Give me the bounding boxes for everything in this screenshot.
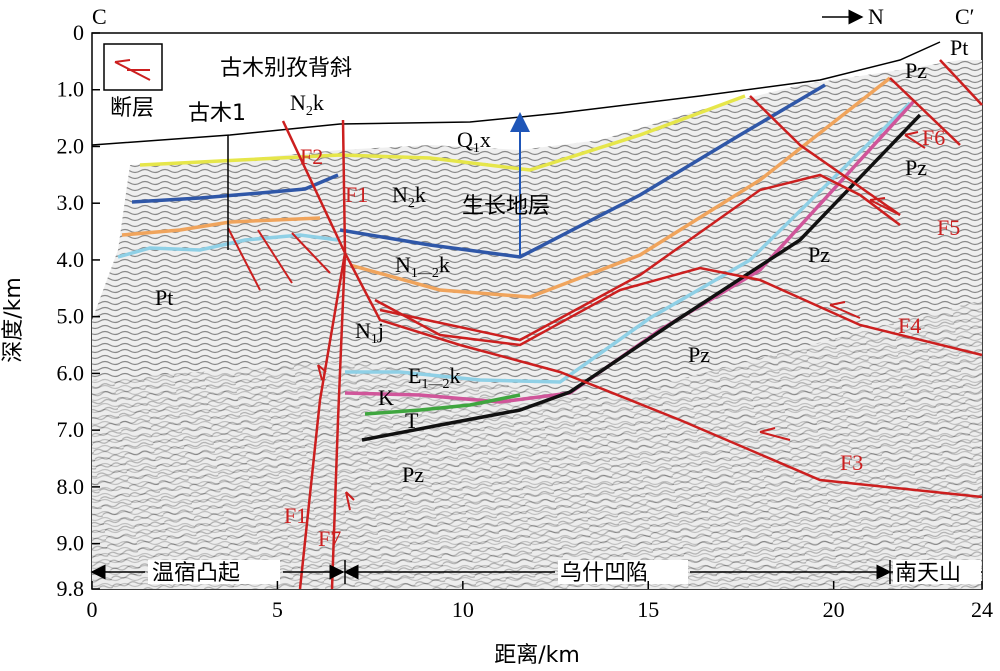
y-tick-label: 5.0 bbox=[57, 304, 85, 329]
seismic-deep-texture bbox=[92, 300, 982, 589]
fault-f4 bbox=[374, 266, 983, 357]
horizon-n1j-base bbox=[345, 101, 912, 384]
y-tick-label: 3.0 bbox=[57, 190, 85, 215]
stratum-n2k: N2k bbox=[392, 182, 426, 211]
stratum-n12k: N1—2k bbox=[395, 252, 450, 281]
legend-fault-label: 断层 bbox=[110, 96, 154, 121]
fault-f5 bbox=[749, 95, 901, 217]
section-start-label: C bbox=[92, 4, 107, 29]
y-tick-label: 2.0 bbox=[57, 133, 85, 158]
fault-f1-deep bbox=[298, 119, 347, 590]
topography-line bbox=[91, 41, 941, 146]
fault-f4-anticline bbox=[379, 173, 901, 342]
fault-motion-arrows bbox=[317, 131, 926, 511]
horizon-k-base bbox=[364, 393, 521, 416]
fault-f7 bbox=[330, 252, 347, 590]
y-tick-label: 8.0 bbox=[57, 474, 85, 499]
region-label-middle: 乌什凹陷 bbox=[560, 561, 648, 586]
stratum-n1j: N1j bbox=[355, 318, 384, 347]
stratum-pz-bottom: Pz bbox=[402, 462, 424, 487]
x-axis-title: 距离/km bbox=[494, 643, 580, 668]
fault-label-f3: F3 bbox=[840, 450, 863, 475]
north-label: N bbox=[868, 4, 884, 29]
stratum-k: K bbox=[378, 385, 394, 410]
y-tick-label: 6.0 bbox=[57, 360, 85, 385]
anticline-label: 古木别孜背斜 bbox=[220, 56, 352, 81]
fault-right-edge bbox=[939, 59, 983, 106]
fault-label-f5: F5 bbox=[937, 215, 960, 240]
horizon-n2k-base-left bbox=[131, 173, 339, 204]
x-axis-ticks: 0 5 10 15 20 24 bbox=[87, 581, 993, 622]
horizon-q1x-base bbox=[139, 94, 746, 172]
y-tick-label: 1.0 bbox=[57, 77, 85, 102]
fault-label-f1-top: F1 bbox=[345, 182, 368, 207]
fault-legend bbox=[103, 43, 163, 91]
stratum-e12k: E1—2k bbox=[408, 363, 460, 392]
well-label: 古木1 bbox=[188, 101, 246, 126]
x-tick-label: 24 bbox=[971, 597, 993, 622]
stratum-pz-right2: Pz bbox=[905, 155, 927, 180]
region-label-right: 南天山 bbox=[895, 561, 961, 586]
fault-label-f4: F4 bbox=[898, 313, 921, 338]
growth-strata-label: 生长地层 bbox=[462, 194, 550, 219]
stratum-q1x: Q1x bbox=[457, 127, 491, 156]
fault-f3 bbox=[343, 252, 983, 499]
x-tick-label: 15 bbox=[637, 597, 659, 622]
x-tick-label: 0 bbox=[87, 597, 98, 622]
x-tick-label: 10 bbox=[452, 597, 474, 622]
section-end-label: C′ bbox=[955, 4, 975, 29]
minor-fault-3 bbox=[291, 232, 331, 274]
stratum-pt-right: Pt bbox=[950, 35, 968, 60]
y-tick-label: 4.0 bbox=[57, 247, 85, 272]
x-tick-label: 5 bbox=[272, 597, 283, 622]
stratum-pz-right1: Pz bbox=[905, 58, 927, 83]
y-tick-label: 0 bbox=[73, 20, 84, 45]
minor-fault-1 bbox=[227, 227, 261, 291]
fault-f1 bbox=[281, 120, 347, 254]
fault-label-f6: F6 bbox=[922, 125, 945, 150]
stratum-pz-mid: Pz bbox=[808, 242, 830, 267]
y-axis-ticks: 0 1.0 2.0 3.0 4.0 5.0 6.0 7.0 8.0 9.0 9.8 bbox=[57, 20, 100, 601]
fault-label-f7: F7 bbox=[318, 526, 341, 551]
horizon-n1j-base-left bbox=[117, 233, 339, 259]
y-tick-label: 9.0 bbox=[57, 531, 85, 556]
y-axis-title: 深度/km bbox=[1, 277, 26, 363]
horizon-n2k-base bbox=[339, 83, 826, 259]
horizon-n12k-base-left bbox=[121, 216, 321, 237]
minor-fault-2 bbox=[257, 229, 293, 284]
stratum-pt-left: Pt bbox=[155, 285, 173, 310]
y-tick-label: 7.0 bbox=[57, 417, 85, 442]
horizon-basement bbox=[361, 113, 922, 442]
horizon-n12k-base bbox=[349, 76, 892, 299]
region-label-left: 温宿凸起 bbox=[152, 561, 240, 586]
fault-label-f2: F2 bbox=[300, 144, 323, 169]
fault-f6 bbox=[889, 77, 961, 146]
fault-label-f1-bottom: F1 bbox=[284, 503, 307, 528]
x-tick-label: 20 bbox=[823, 597, 845, 622]
stratum-t: T bbox=[405, 408, 419, 433]
y-tick-label: 9.8 bbox=[57, 576, 85, 601]
stratum-pz-center: Pz bbox=[688, 342, 710, 367]
stratum-n2k-top: N2k bbox=[290, 90, 324, 119]
